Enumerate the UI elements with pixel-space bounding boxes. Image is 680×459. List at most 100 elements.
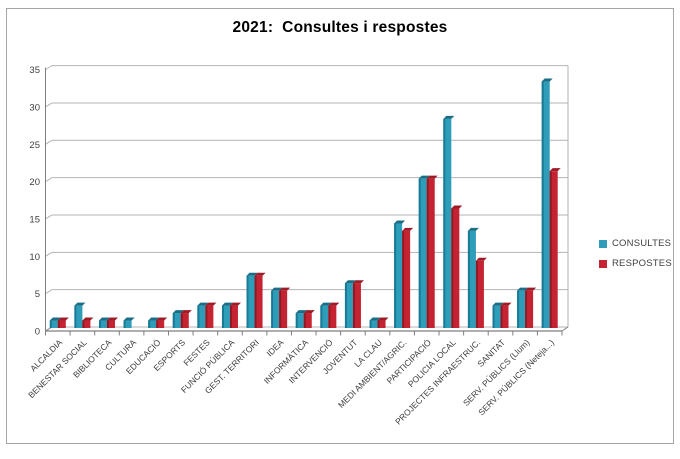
bar-cap-consultes xyxy=(197,302,209,306)
bar-edge-respostes xyxy=(402,230,405,328)
bar-edge-consultes xyxy=(541,81,544,328)
bar-cap-consultes xyxy=(517,287,529,291)
bar-cap-respostes xyxy=(180,310,192,314)
bar-cap-consultes xyxy=(492,302,504,306)
legend-label: CONSULTES xyxy=(612,238,672,249)
gridline-jog xyxy=(45,65,53,71)
bar-consultes xyxy=(49,320,58,328)
bar-cap-consultes xyxy=(246,272,258,276)
bar-respostes xyxy=(475,260,484,328)
bar-edge-respostes xyxy=(279,290,282,328)
bar-edge-consultes xyxy=(517,290,520,328)
bar-edge-consultes xyxy=(98,320,101,328)
bar-cap-respostes xyxy=(402,227,414,231)
bar-edge-consultes xyxy=(221,305,224,328)
bar-edge-consultes xyxy=(394,223,397,328)
bar-respostes xyxy=(328,305,337,328)
bar-consultes xyxy=(148,320,157,328)
bar-cap-respostes xyxy=(500,302,512,306)
chart-frame: 2021: Consultes i respostes 0 5 10 15 20 25 30… xyxy=(6,8,674,444)
bar-edge-respostes xyxy=(475,260,478,328)
bar-edge-respostes xyxy=(549,171,552,328)
bar-consultes xyxy=(320,305,329,328)
y-axis-tick-label: 30 xyxy=(29,102,40,113)
legend-item-respostes: RESPOSTES xyxy=(599,258,672,269)
bar-edge-consultes xyxy=(467,230,470,328)
bar-consultes xyxy=(197,305,206,328)
bar-cap-respostes xyxy=(352,280,364,284)
bar-edge-respostes xyxy=(500,305,503,328)
bar-edge-respostes xyxy=(303,313,306,328)
bar-edge-consultes xyxy=(74,305,77,328)
bar-respostes xyxy=(57,320,66,328)
bar-cap-consultes xyxy=(98,317,110,321)
bar-cap-respostes xyxy=(254,272,266,276)
bar-cap-respostes xyxy=(156,317,168,321)
y-axis-tick-label: 25 xyxy=(29,140,40,151)
gridline-jog xyxy=(45,139,53,145)
bar-cap-respostes xyxy=(303,310,315,314)
gridline-jog xyxy=(45,289,53,295)
bar-respostes xyxy=(500,305,509,328)
legend: CONSULTES RESPOSTES xyxy=(599,238,672,269)
bar-consultes xyxy=(246,275,255,328)
bar-cap-respostes xyxy=(451,205,463,209)
x-axis-jog xyxy=(561,326,569,332)
gridline-jog xyxy=(45,102,53,108)
bar-cap-consultes xyxy=(394,220,406,224)
bar-consultes xyxy=(123,320,132,328)
bar-respostes xyxy=(451,208,460,328)
bar-consultes xyxy=(344,283,353,328)
bar-consultes xyxy=(492,305,501,328)
bar-respostes xyxy=(106,320,115,328)
bar-consultes xyxy=(467,230,476,328)
bar-cap-respostes xyxy=(106,317,118,321)
bar-edge-respostes xyxy=(377,320,380,328)
bar-cap-consultes xyxy=(172,310,184,314)
bar-consultes xyxy=(517,290,526,328)
bar-cap-consultes xyxy=(148,317,160,321)
bar-respostes xyxy=(303,313,312,328)
bar-edge-respostes xyxy=(525,290,528,328)
bar-edge-consultes xyxy=(271,290,274,328)
bar-edge-consultes xyxy=(49,320,52,328)
bar-edge-respostes xyxy=(106,320,109,328)
bar-consultes xyxy=(295,313,304,328)
bar-consultes xyxy=(221,305,230,328)
y-axis-tick-label: 0 xyxy=(35,327,40,338)
bar-respostes xyxy=(82,320,91,328)
bar-consultes xyxy=(172,313,181,328)
bar-cap-consultes xyxy=(49,317,61,321)
bar-cap-respostes xyxy=(328,302,340,306)
bar-edge-respostes xyxy=(451,208,454,328)
bar-edge-consultes xyxy=(492,305,495,328)
bar-cap-respostes xyxy=(525,287,537,291)
y-axis-tick-label: 35 xyxy=(29,65,40,76)
bar-cap-consultes xyxy=(369,317,381,321)
bar-cap-respostes xyxy=(82,317,94,321)
bar-consultes xyxy=(418,178,427,328)
bar-cap-consultes xyxy=(221,302,233,306)
chart-title: 2021: Consultes i respostes xyxy=(232,19,448,36)
gridline-jog xyxy=(45,251,53,257)
bar-cap-respostes xyxy=(229,302,241,306)
bar-consultes xyxy=(74,305,83,328)
y-axis-tick-label: 20 xyxy=(29,177,40,188)
legend-label: RESPOSTES xyxy=(612,258,672,269)
bar-edge-respostes xyxy=(352,283,355,328)
bar-cap-consultes xyxy=(320,302,332,306)
bar-consultes xyxy=(369,320,378,328)
bar-edge-consultes xyxy=(172,313,175,328)
bar-edge-respostes xyxy=(57,320,60,328)
bar-edge-consultes xyxy=(320,305,323,328)
bar-cap-consultes xyxy=(418,175,430,179)
bar-edge-consultes xyxy=(369,320,372,328)
bar-respostes xyxy=(254,275,263,328)
y-axis-tick-label: 5 xyxy=(35,289,40,300)
bar-cap-consultes xyxy=(271,287,283,291)
bar-cap-respostes xyxy=(57,317,69,321)
bar-edge-consultes xyxy=(344,283,347,328)
bar-respostes xyxy=(229,305,238,328)
bar-cap-respostes xyxy=(426,175,438,179)
bar-consultes xyxy=(394,223,403,328)
